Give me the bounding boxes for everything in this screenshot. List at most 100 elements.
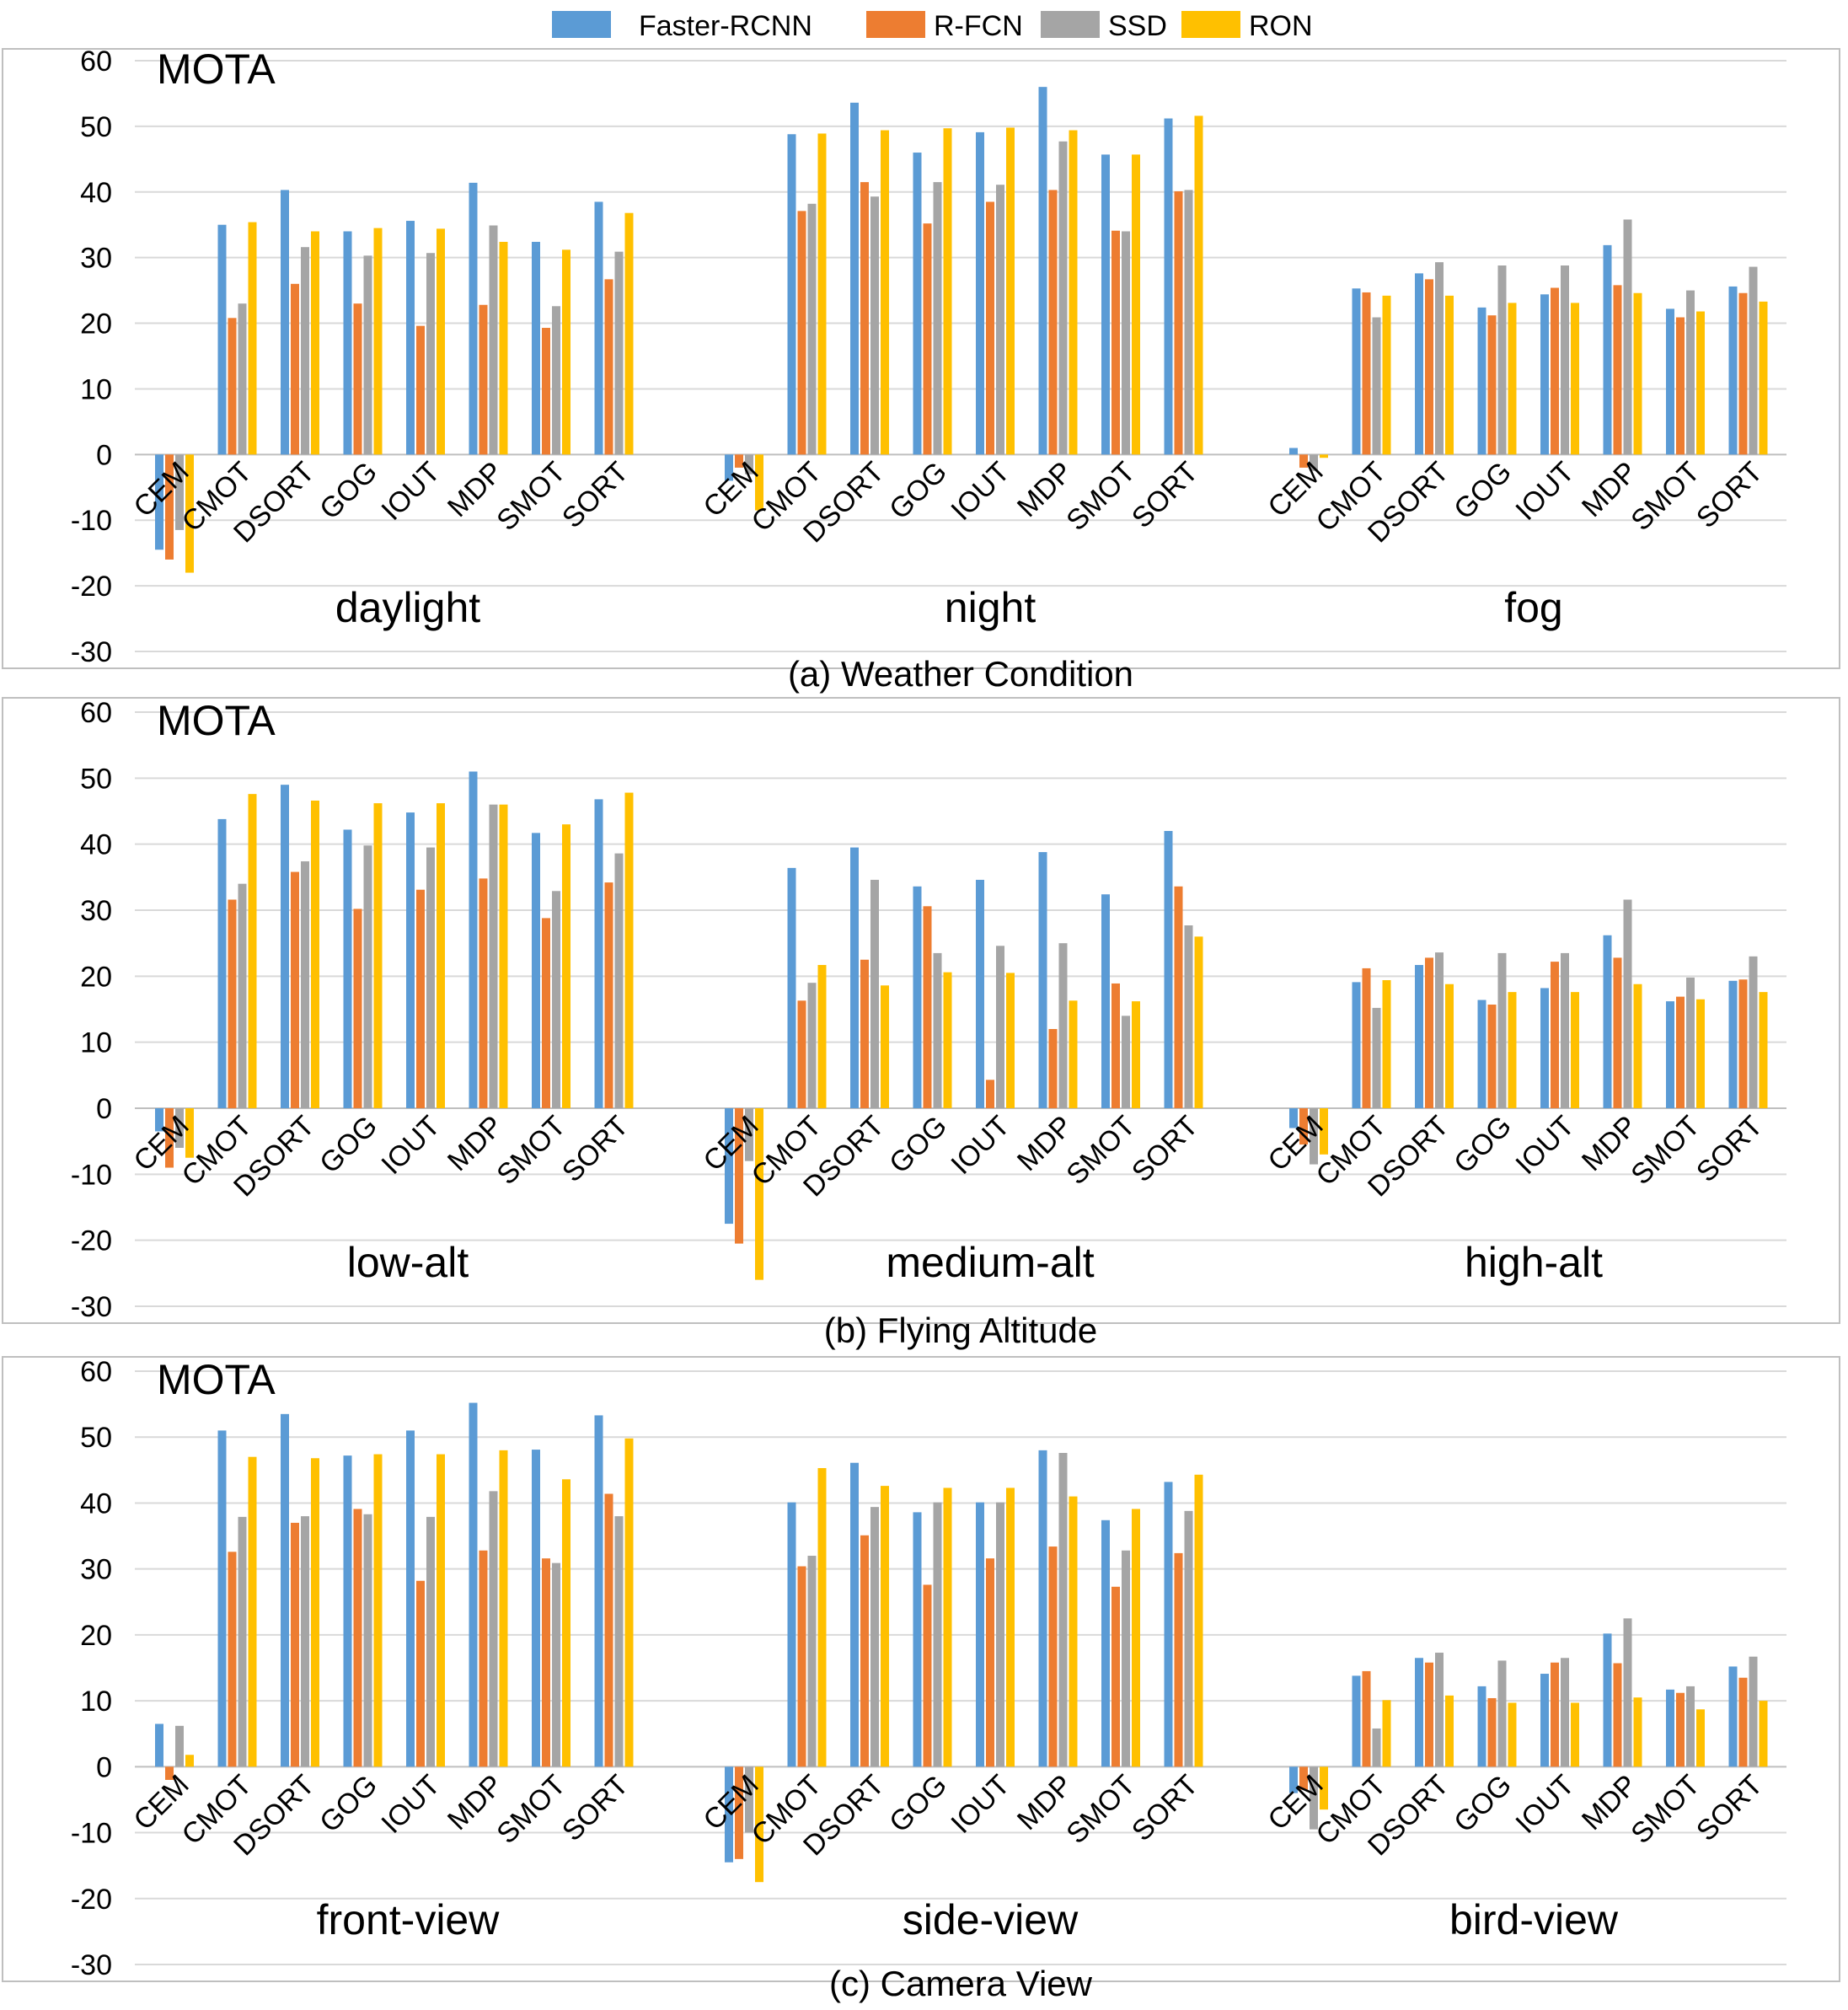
bar-r-fcn-mdp [1613,1663,1622,1767]
bar-r-fcn-sort [1738,292,1748,455]
bar-ssd-cem [745,454,753,474]
chart-panel-2: 6050403020100-10-20-30MOTACEMCMOTDSORTGO… [2,697,1840,1350]
group-label: fog [1504,584,1563,631]
bar-ssd-gog [933,952,942,1108]
bar-ssd-iout [426,253,435,455]
bar-ron-cem [185,1108,194,1158]
y-tick-label: 30 [80,895,112,927]
bar-ron-dsort [311,231,319,455]
bar-r-fcn-smot [1111,983,1120,1108]
bar-r-fcn-dsort [291,283,299,455]
bar-ron-dsort [881,130,889,455]
bar-faster-rcnn-mdp [1038,852,1047,1108]
bar-ron-smot [1132,154,1140,455]
bar-ssd-iout [426,1516,435,1767]
bar-ron-gog [1508,303,1517,455]
bar-ssd-cmot [807,1556,817,1767]
bar-faster-rcnn-smot [1101,154,1110,455]
bar-ssd-smot [1122,1550,1130,1767]
bar-ssd-iout [996,1502,1004,1767]
y-tick-label: 60 [80,1356,112,1388]
bar-ssd-smot [1122,231,1130,455]
bar-ron-dsort [1445,984,1454,1108]
chart-panels: 60 50 40 30 20 10 0 -10 -20 -30 MOTA CEMCMOTDSORTGO… [2,46,1840,2003]
bar-ssd-dsort [1435,952,1444,1108]
bar-faster-rcnn-sort [594,201,603,455]
bar-ron-cem [1320,1108,1328,1155]
bar-ssd-smot [552,306,560,455]
bar-ron-smot [1132,1001,1140,1108]
y-tick-label: 0 [96,439,112,471]
bar-faster-rcnn-gog [343,231,352,455]
bar-r-fcn-gog [1487,1005,1497,1108]
bar-ssd-cmot [238,883,247,1108]
bar-ron-iout [1006,1487,1015,1767]
y-tick-label: 40 [80,1487,112,1520]
bar-r-fcn-dsort [860,182,869,455]
bar-ssd-dsort [870,196,879,455]
y-axis-label: MOTA [157,46,276,93]
bar-ssd-cem [1310,1766,1318,1830]
bar-r-fcn-sort [1738,1677,1748,1767]
bar-ron-cmot [1382,1700,1391,1767]
legend-label-ron: RON [1249,10,1313,42]
y-tick-label: 50 [80,1422,112,1454]
bar-faster-rcnn-smot [1101,1520,1110,1767]
y-tick-label: -20 [71,1884,112,1916]
y-tick-label: 30 [80,1554,112,1586]
bar-faster-rcnn-iout [976,879,984,1108]
bar-ssd-mdp [489,804,498,1108]
bar-r-fcn-iout [416,889,425,1108]
bar-r-fcn-iout [986,201,994,455]
y-tick-label: -30 [71,1949,112,1981]
bar-faster-rcnn-gog [913,153,922,455]
group-label: side-view [903,1896,1079,1943]
bar-ron-mdp [1069,1496,1078,1767]
bar-faster-rcnn-iout [406,812,415,1108]
bar-ron-mdp [499,241,508,455]
bar-r-fcn-cmot [1362,967,1371,1108]
bar-faster-rcnn-cmot [217,1430,227,1767]
y-tick-label: 30 [80,243,112,275]
bar-faster-rcnn-mdp [1603,1633,1612,1767]
bar-r-fcn-mdp [479,1550,488,1767]
bar-faster-rcnn-cem [155,1723,163,1767]
bar-r-fcn-cmot [228,318,237,455]
bar-ron-iout [1006,973,1015,1108]
bar-faster-rcnn-gog [1477,307,1486,455]
bar-ron-gog [373,1454,383,1767]
bar-ssd-gog [1497,265,1507,455]
bar-r-fcn-gog [353,909,362,1108]
bar-r-fcn-dsort [291,871,299,1108]
bar-ssd-gog [1497,1660,1507,1767]
bar-ssd-cmot [1372,1728,1381,1767]
bar-ron-dsort [881,1486,889,1767]
bar-ron-smot [1696,1709,1705,1767]
bar-ssd-dsort [870,879,879,1108]
bar-ron-sort [624,1438,634,1767]
bar-ssd-cmot [807,983,817,1108]
bar-r-fcn-iout [1551,287,1559,455]
bar-faster-rcnn-sort [594,799,603,1108]
bar-faster-rcnn-dsort [281,190,289,455]
bar-r-fcn-cem [165,1766,174,1780]
bar-ssd-gog [363,255,372,455]
y-tick-label: 20 [80,308,112,340]
bar-faster-rcnn-sort [1164,1482,1173,1767]
y-tick-label: -20 [71,571,112,603]
bar-faster-rcnn-cem [1289,1108,1298,1128]
bar-r-fcn-dsort [1425,1662,1433,1767]
bar-faster-rcnn-smot [532,1450,540,1767]
bar-faster-rcnn-mdp [469,182,478,455]
bar-ron-cmot [817,1467,827,1767]
group-label: low-alt [347,1239,469,1286]
bar-faster-rcnn-smot [532,833,540,1108]
bar-ssd-cmot [1372,317,1381,455]
bar-r-fcn-cem [735,1766,743,1859]
y-axis-label: MOTA [157,697,276,744]
bar-faster-rcnn-gog [913,1512,922,1767]
bar-ssd-cem [175,454,184,530]
bar-faster-rcnn-mdp [1603,935,1612,1108]
bar-r-fcn-cem [1299,1108,1308,1145]
